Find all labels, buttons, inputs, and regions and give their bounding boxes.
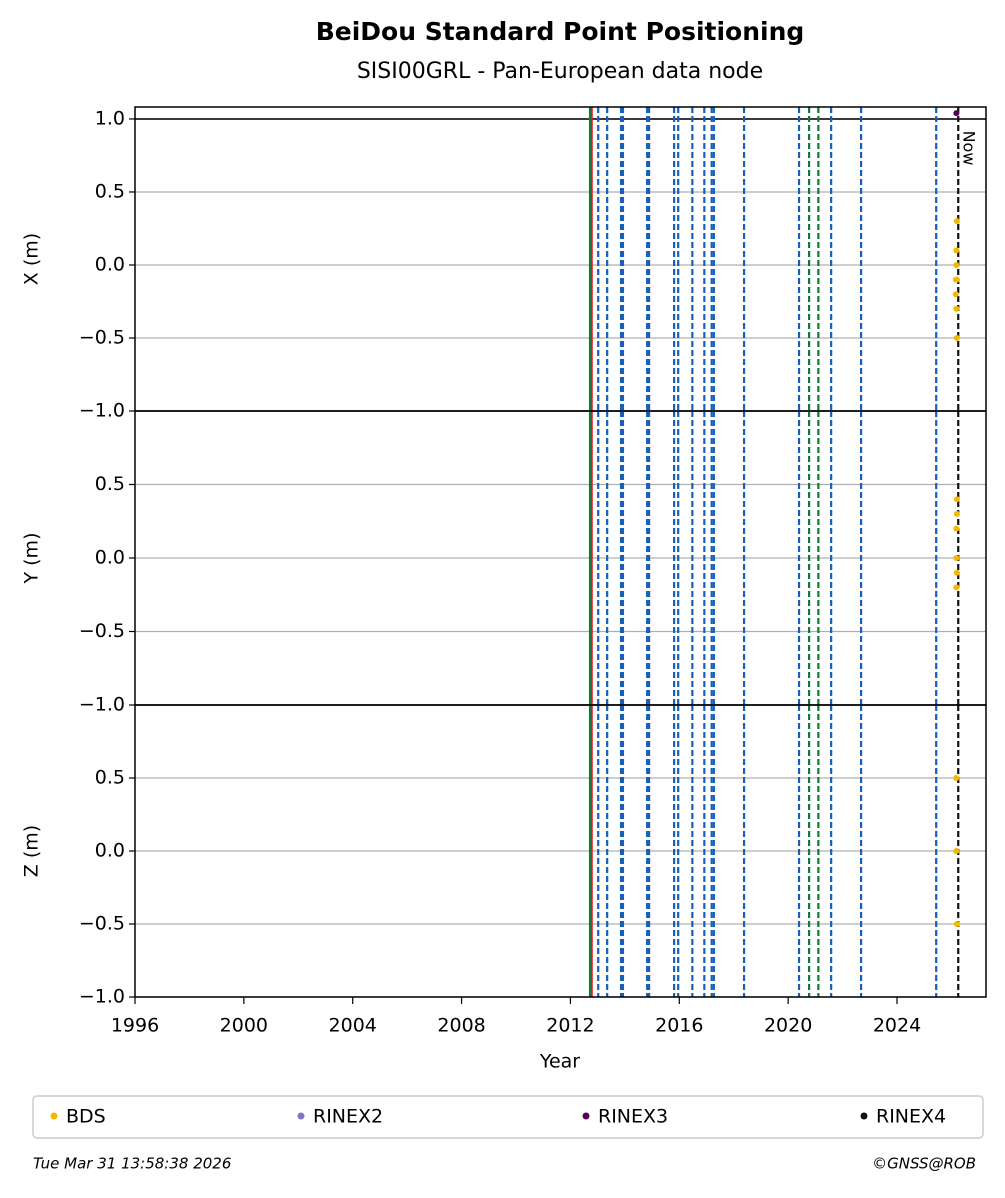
- chart-subtitle: SISI00GRL - Pan-European data node: [357, 59, 763, 84]
- data-point: [953, 261, 960, 268]
- x-tick-label: 2000: [220, 1015, 268, 1037]
- x-tick-label: 2024: [873, 1015, 921, 1037]
- data-point: [953, 848, 960, 854]
- y-axis-label: Y (m): [21, 533, 43, 585]
- y-tick-label: 0.5: [95, 767, 125, 789]
- chart-title: BeiDou Standard Point Positioning: [316, 17, 805, 46]
- y-tick-label: 0.0: [95, 840, 125, 862]
- y-tick-label: −0.5: [79, 913, 125, 935]
- y-tick-label: 0.5: [95, 473, 125, 495]
- data-point: [953, 334, 960, 341]
- y-axis-label: Z (m): [21, 825, 43, 877]
- data-point: [953, 569, 960, 576]
- x-tick-label: 2012: [546, 1015, 594, 1037]
- data-point: [953, 921, 960, 927]
- data-point: [953, 510, 960, 517]
- x-tick-label: 1996: [111, 1015, 159, 1037]
- x-tick-label: 2016: [655, 1015, 703, 1037]
- x-tick-label: 2008: [437, 1015, 485, 1037]
- x-tick-label: 2020: [764, 1015, 812, 1037]
- data-point: [953, 775, 960, 781]
- footer-right: ©GNSS@ROB: [872, 1155, 976, 1173]
- plot-frame: [134, 106, 987, 412]
- legend-label: RINEX3: [598, 1106, 668, 1128]
- data-point: [953, 218, 960, 225]
- y-tick-label: −0.5: [79, 326, 125, 348]
- data-point: [953, 247, 960, 254]
- legend-label: RINEX2: [313, 1106, 383, 1128]
- y-axis-label: X (m): [21, 233, 43, 285]
- legend-label: RINEX4: [876, 1106, 946, 1128]
- legend-label: BDS: [66, 1106, 106, 1128]
- now-label: Now: [960, 131, 979, 166]
- y-tick-label: 0.5: [95, 180, 125, 202]
- legend-marker: [50, 1112, 58, 1120]
- data-point: [953, 110, 960, 117]
- legend-box: [32, 1095, 984, 1139]
- data-point: [953, 276, 960, 283]
- y-tick-label: 0.0: [95, 253, 125, 275]
- data-point: [953, 525, 960, 532]
- x-tick-label: 2004: [329, 1015, 377, 1037]
- plot-frame: [134, 704, 987, 998]
- y-tick-label: −1.0: [79, 986, 125, 1008]
- y-tick-label: −0.5: [79, 620, 125, 642]
- y-tick-label: −1.0: [79, 400, 125, 422]
- data-point: [953, 584, 960, 591]
- x-axis-label: Year: [539, 1051, 580, 1073]
- legend-marker: [860, 1112, 868, 1120]
- data-point: [953, 496, 960, 503]
- legend-marker: [297, 1112, 305, 1120]
- data-point: [953, 555, 960, 561]
- data-point: [953, 305, 960, 312]
- y-tick-label: −1.0: [79, 694, 125, 716]
- y-tick-label: 0.0: [95, 547, 125, 569]
- data-point: [952, 291, 959, 298]
- footer-left: Tue Mar 31 13:58:38 2026: [33, 1155, 231, 1173]
- y-tick-label: 1.0: [95, 107, 125, 129]
- legend-marker: [582, 1112, 590, 1120]
